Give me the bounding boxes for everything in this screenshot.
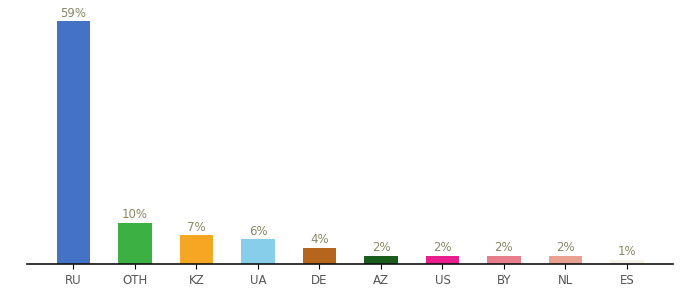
Bar [487,256,521,264]
Bar [303,248,337,264]
Text: 2%: 2% [494,241,513,254]
Bar [56,21,90,264]
Text: 4%: 4% [310,233,328,246]
Text: 59%: 59% [61,7,86,20]
Text: 2%: 2% [372,241,390,254]
Text: 6%: 6% [249,225,267,238]
Bar [426,256,460,264]
Text: 7%: 7% [187,220,206,234]
Text: 2%: 2% [556,241,575,254]
Bar [610,260,644,264]
Bar [364,256,398,264]
Bar [241,239,275,264]
Bar [180,235,214,264]
Text: 2%: 2% [433,241,452,254]
Bar [118,223,152,264]
Bar [549,256,582,264]
Text: 1%: 1% [617,245,636,258]
Text: 10%: 10% [122,208,148,221]
